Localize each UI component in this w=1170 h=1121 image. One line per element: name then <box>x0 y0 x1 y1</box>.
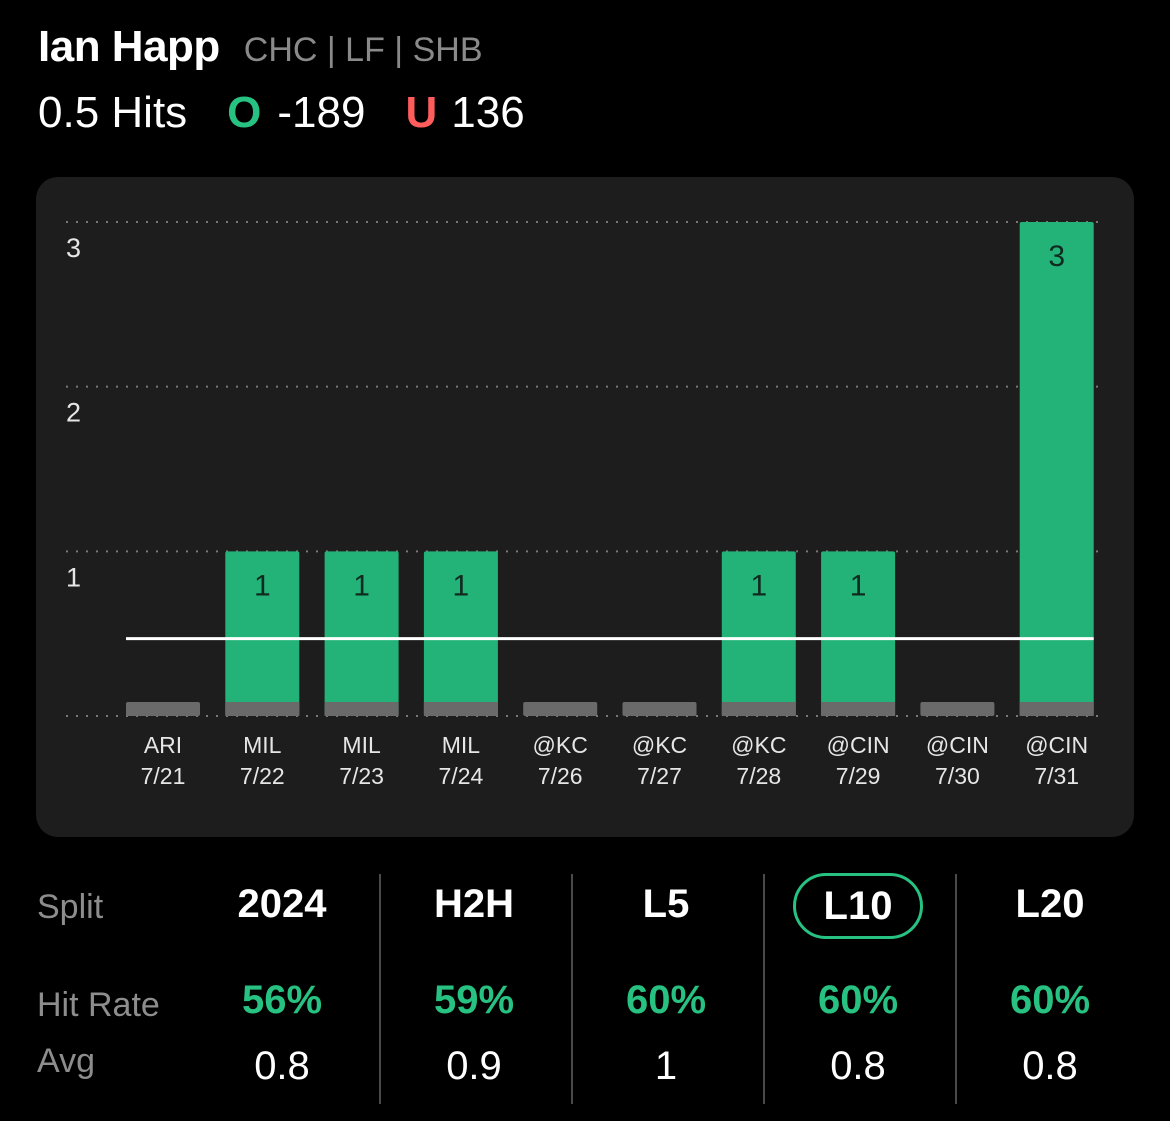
splits-table: Split Hit Rate Avg 2024 56% 0.8 H2H 59% … <box>0 860 1170 1121</box>
x-tick-date: 7/23 <box>339 763 384 789</box>
x-tick-opponent: @KC <box>632 732 687 758</box>
player-meta: CHC | LF | SHB <box>243 31 483 69</box>
bar-base <box>324 702 399 716</box>
bar-value-label: 1 <box>750 569 767 602</box>
column-divider <box>763 874 765 1104</box>
split-tab-l5[interactable]: L5 <box>642 882 690 926</box>
player-header: Ian Happ CHC | LF | SHB <box>38 22 483 72</box>
bar-value-label: 1 <box>254 569 271 602</box>
bar-miss <box>920 702 995 716</box>
x-tick-opponent: @KC <box>533 732 588 758</box>
column-divider <box>379 874 381 1104</box>
x-tick-date: 7/28 <box>736 763 781 789</box>
x-tick-opponent: MIL <box>243 732 282 758</box>
under-odds-value: 136 <box>451 88 525 137</box>
x-tick-opponent: ARI <box>144 732 182 758</box>
x-tick-date: 7/27 <box>637 763 682 789</box>
x-tick-opponent: MIL <box>442 732 481 758</box>
bar-value-label: 1 <box>850 569 867 602</box>
betting-line: 0.5 Hits O -189 U 136 <box>38 88 525 138</box>
x-tick-opponent: MIL <box>342 732 381 758</box>
bar-value-label: 1 <box>453 569 470 602</box>
x-tick-date: 7/24 <box>439 763 484 789</box>
under-odds-button[interactable]: U 136 <box>405 88 524 138</box>
split-tab-l10-label: L10 <box>792 873 924 939</box>
bar-base <box>721 702 796 716</box>
hit-rate-value: 60% <box>625 978 707 1022</box>
bar-miss <box>126 702 200 716</box>
x-tick-date: 7/31 <box>1034 763 1079 789</box>
bar-hit <box>721 551 796 716</box>
bar-base <box>1019 702 1094 716</box>
over-odds-value: -189 <box>277 88 366 137</box>
avg-value: 0.8 <box>1022 1044 1078 1088</box>
avg-row-label: Avg <box>37 1042 95 1080</box>
column-divider <box>571 874 573 1104</box>
y-tick-label: 2 <box>66 398 81 428</box>
y-tick-label: 3 <box>66 233 81 263</box>
x-tick-opponent: @CIN <box>827 732 890 758</box>
x-tick-date: 7/29 <box>836 763 881 789</box>
bar-miss <box>523 702 598 716</box>
split-row-label: Split <box>37 888 104 926</box>
split-tab-2024[interactable]: 2024 <box>237 882 327 926</box>
hit-rate-row-label: Hit Rate <box>37 986 160 1024</box>
bar-base <box>225 702 300 716</box>
bar-base <box>821 702 896 716</box>
bar-value-label: 1 <box>353 569 370 602</box>
x-tick-opponent: @CIN <box>1025 732 1088 758</box>
bar-hit <box>821 551 896 716</box>
bar-hit <box>423 551 498 716</box>
under-icon: U <box>405 88 438 137</box>
x-tick-opponent: @CIN <box>926 732 989 758</box>
y-tick-label: 1 <box>66 562 81 592</box>
x-tick-date: 7/30 <box>935 763 980 789</box>
hit-rate-value: 59% <box>433 978 515 1022</box>
x-tick-date: 7/26 <box>538 763 583 789</box>
x-tick-opponent: @KC <box>731 732 786 758</box>
player-name[interactable]: Ian Happ <box>38 22 220 71</box>
bar-base <box>423 702 498 716</box>
x-tick-date: 7/22 <box>240 763 285 789</box>
avg-value: 1 <box>654 1044 678 1088</box>
line-label: 0.5 Hits <box>38 88 188 137</box>
over-odds-button[interactable]: O -189 <box>227 88 365 138</box>
over-icon: O <box>227 88 262 137</box>
x-tick-date: 7/21 <box>141 763 186 789</box>
column-divider <box>955 874 957 1104</box>
avg-value: 0.8 <box>830 1044 886 1088</box>
bar-hit <box>1019 222 1094 716</box>
hit-rate-value: 60% <box>1009 978 1091 1022</box>
game-log-chart: 1 2 3 ARI 7/21 1 MIL 7/22 1 MIL 7/23 1 MIL 7/24 @KC 7/2… <box>36 177 1134 837</box>
avg-value: 0.9 <box>446 1044 502 1088</box>
bar-miss <box>622 702 697 716</box>
bar-hit <box>225 551 300 716</box>
hit-rate-value: 60% <box>817 978 899 1022</box>
split-tab-l20[interactable]: L20 <box>1015 882 1085 926</box>
chart-svg: 1 2 3 ARI 7/21 1 MIL 7/22 1 MIL 7/23 1 MIL 7/24 @KC 7/2… <box>66 221 1102 789</box>
avg-value: 0.8 <box>254 1044 310 1088</box>
split-tab-l10-selected[interactable]: L10 <box>763 873 953 939</box>
bar-value-label: 3 <box>1048 240 1065 273</box>
bar-hit <box>324 551 399 716</box>
split-tab-h2h[interactable]: H2H <box>433 882 515 926</box>
hit-rate-value: 56% <box>241 978 323 1022</box>
